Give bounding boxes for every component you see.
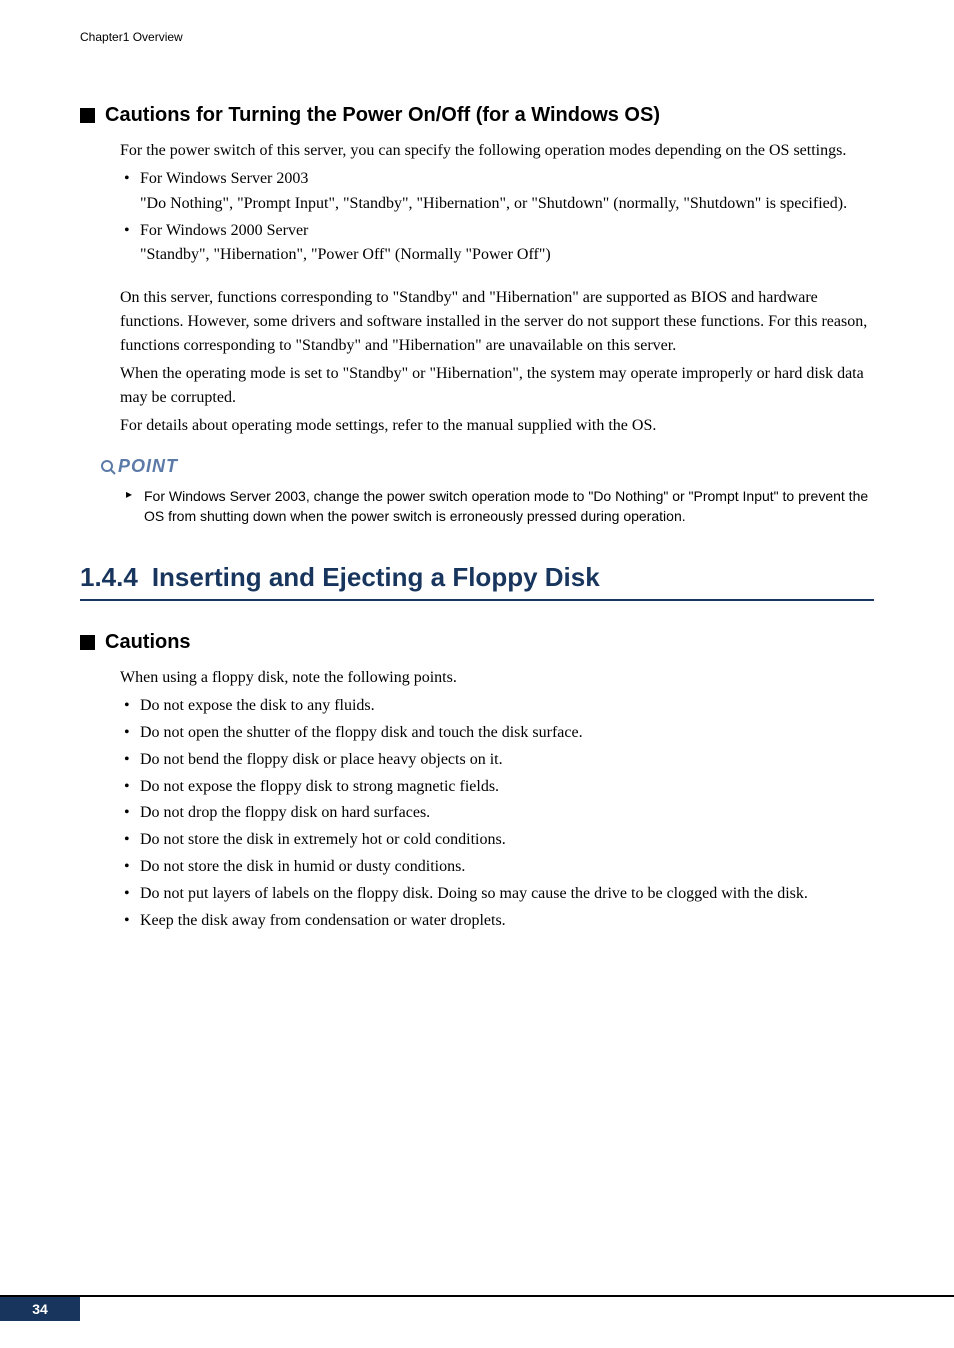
section-heading-power: Cautions for Turning the Power On/Off (f… xyxy=(80,104,874,127)
square-bullet-icon xyxy=(80,108,95,123)
list-item-title: For Windows Server 2003 xyxy=(140,170,308,187)
magnifier-icon xyxy=(100,459,116,475)
heading-title: Inserting and Ejecting a Floppy Disk xyxy=(152,562,600,592)
chapter-header: Chapter1 Overview xyxy=(80,30,874,44)
heading-number: 1.4.4 xyxy=(80,562,138,592)
footer-rule xyxy=(0,1295,954,1297)
list-item-body: "Do Nothing", "Prompt Input", "Standby",… xyxy=(140,192,874,217)
section-heading-text: Cautions for Turning the Power On/Off (f… xyxy=(105,104,660,127)
section-heading-cautions: Cautions xyxy=(80,631,874,654)
page-container: Chapter1 Overview Cautions for Turning t… xyxy=(0,0,954,975)
section1-para2: On this server, functions corresponding … xyxy=(120,286,874,358)
point-callout: POINT For Windows Server 2003, change th… xyxy=(100,456,874,526)
section1-intro: For the power switch of this server, you… xyxy=(120,139,874,163)
section1-para4: For details about operating mode setting… xyxy=(120,414,874,438)
point-item: For Windows Server 2003, change the powe… xyxy=(126,486,874,527)
section2-intro: When using a floppy disk, note the follo… xyxy=(120,666,874,690)
list-item: Do not store the disk in extremely hot o… xyxy=(120,828,874,853)
square-bullet-icon xyxy=(80,635,95,650)
list-item-body: "Standby", "Hibernation", "Power Off" (N… xyxy=(140,243,874,268)
list-item: For Windows 2000 Server "Standby", "Hibe… xyxy=(120,219,874,269)
floppy-caution-list: Do not expose the disk to any fluids. Do… xyxy=(120,694,874,933)
list-item: Do not bend the floppy disk or place hea… xyxy=(120,748,874,773)
list-item: For Windows Server 2003 "Do Nothing", "P… xyxy=(120,167,874,217)
page-number-badge: 34 xyxy=(0,1297,80,1321)
section1-para3: When the operating mode is set to "Stand… xyxy=(120,362,874,410)
list-item-title: For Windows 2000 Server xyxy=(140,222,308,239)
list-item: Do not expose the floppy disk to strong … xyxy=(120,775,874,800)
list-item: Do not put layers of labels on the flopp… xyxy=(120,882,874,907)
section-heading-text: Cautions xyxy=(105,631,191,654)
os-mode-list: For Windows Server 2003 "Do Nothing", "P… xyxy=(120,167,874,268)
page-footer: 34 xyxy=(0,1295,954,1321)
point-label-text: POINT xyxy=(118,456,178,477)
point-list: For Windows Server 2003, change the powe… xyxy=(126,486,874,527)
point-label: POINT xyxy=(100,456,178,477)
list-item: Do not drop the floppy disk on hard surf… xyxy=(120,801,874,826)
list-item: Do not store the disk in humid or dusty … xyxy=(120,855,874,880)
list-item: Do not open the shutter of the floppy di… xyxy=(120,721,874,746)
list-item: Do not expose the disk to any fluids. xyxy=(120,694,874,719)
numbered-heading: 1.4.4 Inserting and Ejecting a Floppy Dis… xyxy=(80,562,874,601)
list-item: Keep the disk away from condensation or … xyxy=(120,909,874,934)
